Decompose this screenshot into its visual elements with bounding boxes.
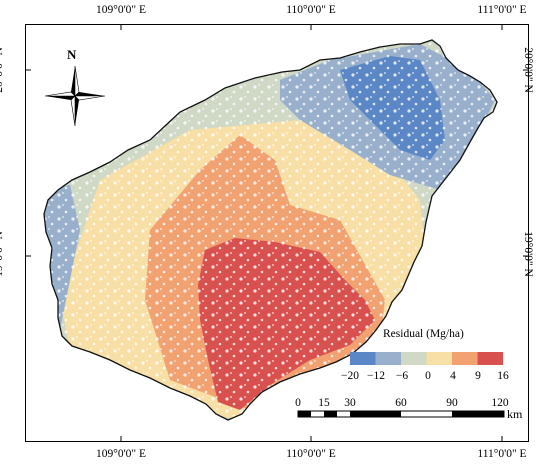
scale-label: 90 [446, 397, 458, 409]
scale-unit: km [507, 407, 523, 421]
frame-ticks [25, 24, 529, 442]
scale-label: 15 [318, 397, 330, 409]
legend-break-label: 4 [450, 370, 456, 382]
legend-title: Residual (Mg/ha) [383, 328, 464, 340]
lon-label-top-109: 109°0'0" E [95, 4, 147, 16]
legend-swatch [401, 352, 427, 365]
legend-swatch [452, 352, 478, 365]
legend-break-label: −20 [341, 370, 359, 382]
legend-swatch [350, 352, 376, 365]
lon-label-top-111: 111°0'0" E [477, 4, 527, 16]
lon-label-bottom-110: 110°0'0" E [286, 448, 336, 460]
scale-bar [297, 410, 505, 418]
north-label: N [67, 47, 77, 62]
lon-label-top-110: 110°0'0" E [286, 4, 336, 16]
scale-label: 60 [395, 397, 407, 409]
legend-break-label: −12 [367, 370, 385, 382]
map-frame [25, 24, 529, 442]
lon-label-bottom-111: 111°0'0" E [477, 448, 527, 460]
legend-color-bar [350, 352, 503, 365]
legend-swatch [477, 352, 503, 365]
legend-break-label: 16 [497, 370, 509, 382]
island-outline [43, 39, 498, 421]
legend-break-label: 9 [475, 370, 481, 382]
legend-break-label: 0 [425, 370, 431, 382]
residual-surface [44, 40, 497, 420]
legend-break-label: −6 [395, 370, 409, 382]
scale-label: 120 [491, 397, 509, 409]
legend-swatch [426, 352, 452, 365]
north-arrow-icon [44, 65, 106, 127]
lon-label-bottom-109: 109°0'0" E [95, 448, 147, 460]
scale-label: 30 [344, 397, 356, 409]
legend-swatch [375, 352, 401, 365]
scale-label: 0 [295, 397, 301, 409]
